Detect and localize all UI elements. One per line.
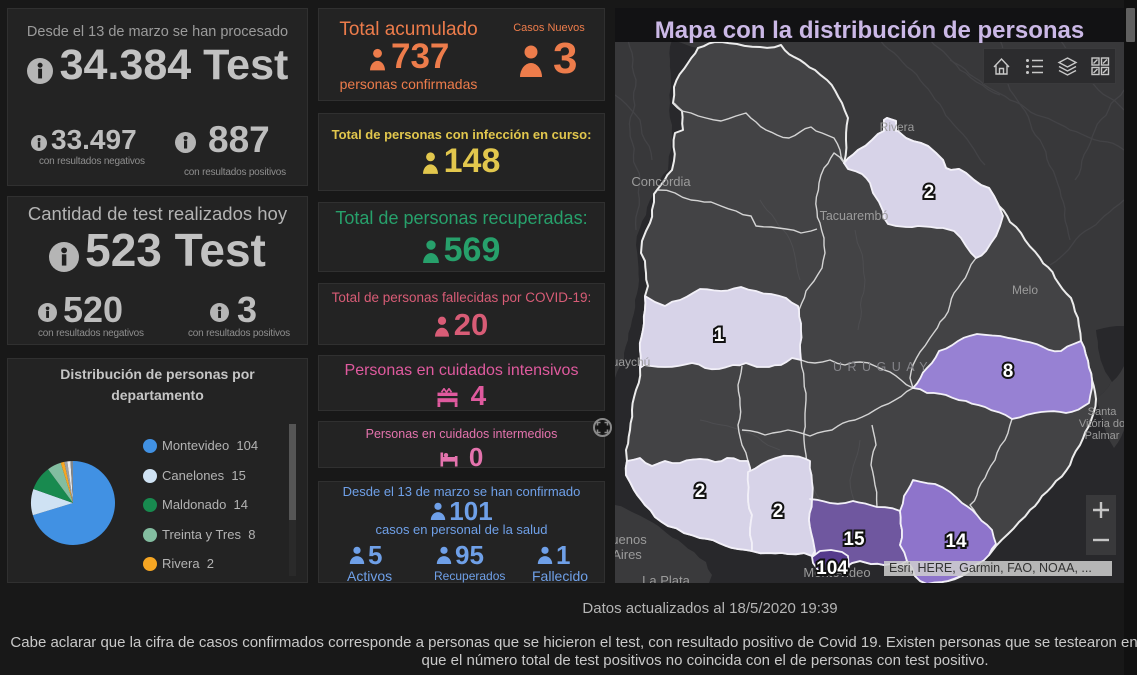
svg-text:1: 1 xyxy=(714,325,725,346)
svg-text:15: 15 xyxy=(843,529,865,550)
svg-text:Montevideo: Montevideo xyxy=(803,565,870,580)
svg-text:Tacuarembó: Tacuarembó xyxy=(820,209,889,223)
svg-text:Rivera: Rivera xyxy=(880,120,915,134)
svg-text:Melo: Melo xyxy=(1012,283,1038,297)
svg-text:uaychú: uaychú xyxy=(615,355,650,369)
svg-text:2: 2 xyxy=(695,481,706,502)
svg-text:Aires: Aires xyxy=(615,547,642,562)
svg-text:14: 14 xyxy=(945,531,967,552)
svg-text:Palmar: Palmar xyxy=(1085,430,1120,442)
svg-text:8: 8 xyxy=(1003,361,1014,382)
svg-text:uenos: uenos xyxy=(615,532,647,547)
svg-text:2: 2 xyxy=(924,182,935,203)
svg-text:2: 2 xyxy=(773,501,784,522)
svg-text:Vitória do: Vitória do xyxy=(1079,418,1124,430)
svg-text:La Plata: La Plata xyxy=(642,573,690,583)
svg-text:Concordia: Concordia xyxy=(631,174,691,189)
svg-text:104: 104 xyxy=(816,558,848,579)
svg-text:URUGUAY: URUGUAY xyxy=(833,360,933,374)
svg-text:Santa: Santa xyxy=(1088,406,1118,418)
